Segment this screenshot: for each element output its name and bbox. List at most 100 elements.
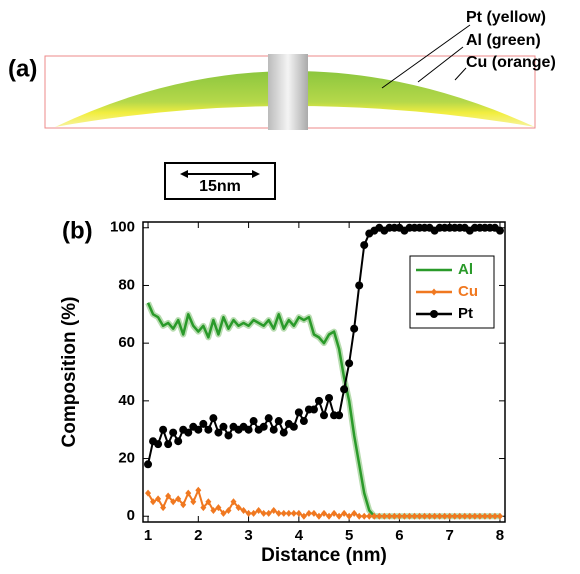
data-point (260, 509, 267, 517)
x-tick-label: 7 (446, 527, 454, 544)
data-point (325, 393, 334, 402)
data-point (190, 498, 197, 506)
y-tick-label: 0 (127, 507, 135, 524)
panel-b: 0 20 40 60 80 100 1 2 3 4 5 6 7 8 Distance (nm) Composi… (59, 217, 506, 566)
data-point (299, 417, 308, 426)
data-point (159, 425, 168, 434)
data-point (335, 411, 344, 420)
data-point (200, 504, 207, 512)
data-point (259, 422, 268, 431)
data-point (210, 506, 217, 514)
data-point (496, 512, 503, 520)
legend-label: Pt (458, 305, 473, 322)
data-point (441, 512, 448, 520)
data-point (144, 460, 153, 469)
data-point (371, 512, 378, 520)
data-point (209, 414, 218, 423)
data-point (461, 512, 468, 520)
data-point (309, 405, 318, 414)
data-point (471, 512, 478, 520)
data-point (154, 440, 163, 449)
y-tick-label: 100 (110, 219, 135, 236)
data-point (421, 512, 428, 520)
data-point (436, 512, 443, 520)
data-point (486, 512, 493, 520)
x-tick-label: 2 (194, 527, 202, 544)
legend-marker (430, 310, 438, 318)
data-point (245, 509, 252, 517)
data-point (194, 425, 203, 434)
x-tick-label: 8 (496, 527, 504, 544)
data-point (346, 512, 353, 520)
data-point (279, 428, 288, 437)
data-point (290, 509, 297, 517)
legend-label: Cu (458, 283, 478, 300)
data-point (204, 425, 213, 434)
data-point (446, 512, 453, 520)
data-point (345, 359, 354, 368)
data-point (351, 509, 358, 517)
scale-bar-box (164, 162, 276, 200)
data-point (386, 512, 393, 520)
data-point (169, 428, 178, 437)
data-point (215, 504, 222, 512)
data-point (495, 226, 504, 235)
panel-label: (b) (62, 217, 93, 244)
x-tick-label: 3 (244, 527, 252, 544)
data-point (294, 408, 303, 417)
data-point (491, 512, 498, 520)
data-point (285, 509, 292, 517)
data-point (401, 512, 408, 520)
data-point (381, 512, 388, 520)
data-point (145, 489, 152, 497)
data-point (180, 501, 187, 509)
data-point (295, 509, 302, 517)
panel-a: (a) Pt (yellow) Al (green) Cu (orange) 1… (8, 9, 556, 200)
data-point (300, 512, 307, 520)
y-tick-label: 60 (118, 334, 135, 351)
arrow (381, 24, 471, 89)
data-point (170, 498, 177, 506)
data-point (150, 498, 157, 506)
data-point (361, 512, 368, 520)
data-point (481, 512, 488, 520)
data-point (289, 422, 298, 431)
data-point (326, 512, 333, 520)
data-point (341, 509, 348, 517)
x-axis-label: Distance (nm) (261, 545, 387, 566)
data-point (205, 498, 212, 506)
data-point (184, 428, 193, 437)
data-point (220, 509, 227, 517)
data-point (195, 486, 202, 494)
data-point (431, 512, 438, 520)
data-point (269, 425, 278, 434)
data-point (321, 509, 327, 517)
data-point (270, 506, 277, 514)
data-point (451, 512, 458, 520)
annotation: Al (green) (466, 32, 541, 49)
data-point (355, 281, 364, 290)
data-point (310, 509, 317, 517)
data-point (391, 512, 398, 520)
panel-label: (a) (8, 55, 37, 82)
data-point (165, 492, 172, 500)
data-point (360, 241, 369, 250)
data-point (396, 512, 403, 520)
annotation: Pt (yellow) (466, 9, 546, 26)
data-point (255, 506, 262, 514)
data-point (225, 506, 232, 514)
data-point (174, 437, 183, 446)
data-point (314, 396, 323, 405)
data-point (466, 512, 473, 520)
data-point (336, 512, 343, 520)
data-point (320, 411, 328, 420)
scale-bar-label: 15nm (199, 178, 241, 195)
legend-label: Al (458, 261, 473, 278)
x-tick-label: 4 (295, 527, 304, 544)
annotation: Cu (orange) (466, 54, 556, 71)
data-point (406, 512, 413, 520)
data-point (411, 512, 418, 520)
scale-bar-arrows (180, 170, 260, 178)
data-point (264, 414, 273, 423)
data-point (244, 425, 253, 434)
